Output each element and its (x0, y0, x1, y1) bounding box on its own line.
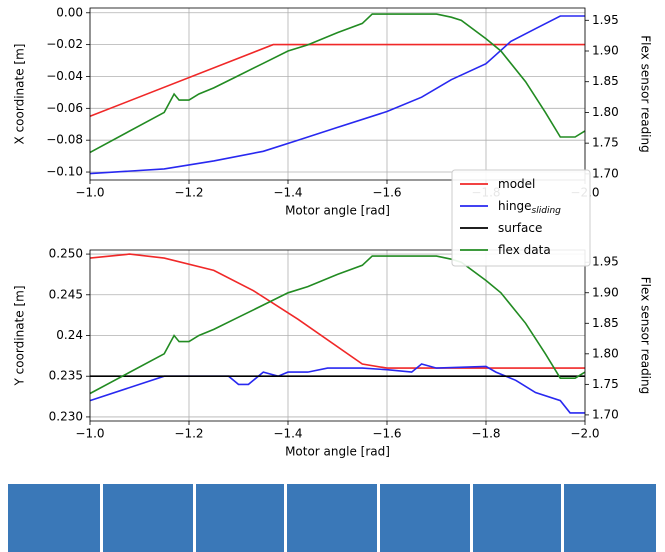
y-tick-label: −0.04 (46, 69, 83, 83)
legend-label: hingesliding (498, 199, 561, 216)
x-axis-label: Motor angle [rad] (285, 204, 390, 218)
x-tick-label: −1.6 (372, 186, 401, 200)
x-tick-label: −1.4 (273, 186, 302, 200)
y2-tick-label: 1.95 (592, 13, 619, 27)
legend-box (451, 169, 591, 267)
photo (103, 484, 193, 552)
series-line (89, 253, 585, 369)
photo-strip (8, 484, 656, 552)
x-tick-label: −1.2 (174, 186, 203, 200)
photo (473, 484, 561, 552)
plot-frame (89, 7, 586, 181)
x-tick-label: −1.0 (75, 427, 104, 441)
series-line (89, 13, 586, 154)
x-tick-label: −1.2 (174, 427, 203, 441)
y-tick-label: 0.245 (49, 287, 83, 301)
series-line (89, 255, 586, 395)
y-tick-label: 0.00 (56, 5, 83, 19)
y-tick-label: −0.08 (46, 133, 83, 147)
y-tick-label: 0.24 (56, 328, 83, 342)
y2-axis-label: Flex sensor reading (639, 277, 653, 395)
y-tick-label: −0.02 (46, 37, 83, 51)
y2-tick-label: 1.80 (592, 105, 619, 119)
y2-tick-label: 1.95 (592, 255, 619, 269)
y-tick-label: 0.235 (49, 369, 83, 383)
y-tick-label: −0.06 (46, 101, 83, 115)
legend-name: model (498, 177, 535, 191)
y2-tick-label: 1.70 (592, 166, 619, 180)
x-tick-label: −2.0 (570, 427, 599, 441)
legend-subscript: sliding (532, 206, 562, 216)
y-axis-label: Y coordinate [m] (13, 285, 27, 386)
photo (564, 484, 656, 552)
legend-label: surface (498, 221, 542, 235)
y2-tick-label: 1.70 (592, 407, 619, 421)
photo (8, 484, 100, 552)
photo (287, 484, 377, 552)
legend-name: flex data (498, 243, 551, 257)
y-tick-label: 0.230 (49, 409, 83, 423)
series-line (89, 363, 585, 414)
y-tick-label: 0.250 (49, 247, 83, 261)
y2-tick-label: 1.80 (592, 346, 619, 360)
x-tick-label: −1.8 (471, 427, 500, 441)
legend-label: model (498, 177, 535, 191)
y2-tick-label: 1.75 (592, 377, 619, 391)
y-axis-label: X coordinate [m] (13, 44, 27, 145)
y2-tick-label: 1.90 (592, 44, 619, 58)
series-line (89, 43, 585, 118)
legend-label: flex data (498, 243, 551, 257)
x-axis-label: Motor angle [rad] (285, 445, 390, 459)
series-line (89, 15, 585, 175)
x-tick-label: −1.6 (372, 427, 401, 441)
legend-name: surface (498, 221, 542, 235)
y-tick-label: −0.10 (46, 165, 83, 179)
y2-tick-label: 1.85 (592, 316, 619, 330)
y2-tick-label: 1.85 (592, 74, 619, 88)
plot-frame (89, 249, 586, 422)
x-tick-label: −1.4 (273, 427, 302, 441)
photo (380, 484, 470, 552)
x-tick-label: −1.0 (75, 186, 104, 200)
y2-tick-label: 1.75 (592, 136, 619, 150)
legend-name: hinge (498, 199, 532, 213)
y2-axis-label: Flex sensor reading (639, 35, 653, 153)
photo (196, 484, 284, 552)
y2-tick-label: 1.90 (592, 285, 619, 299)
